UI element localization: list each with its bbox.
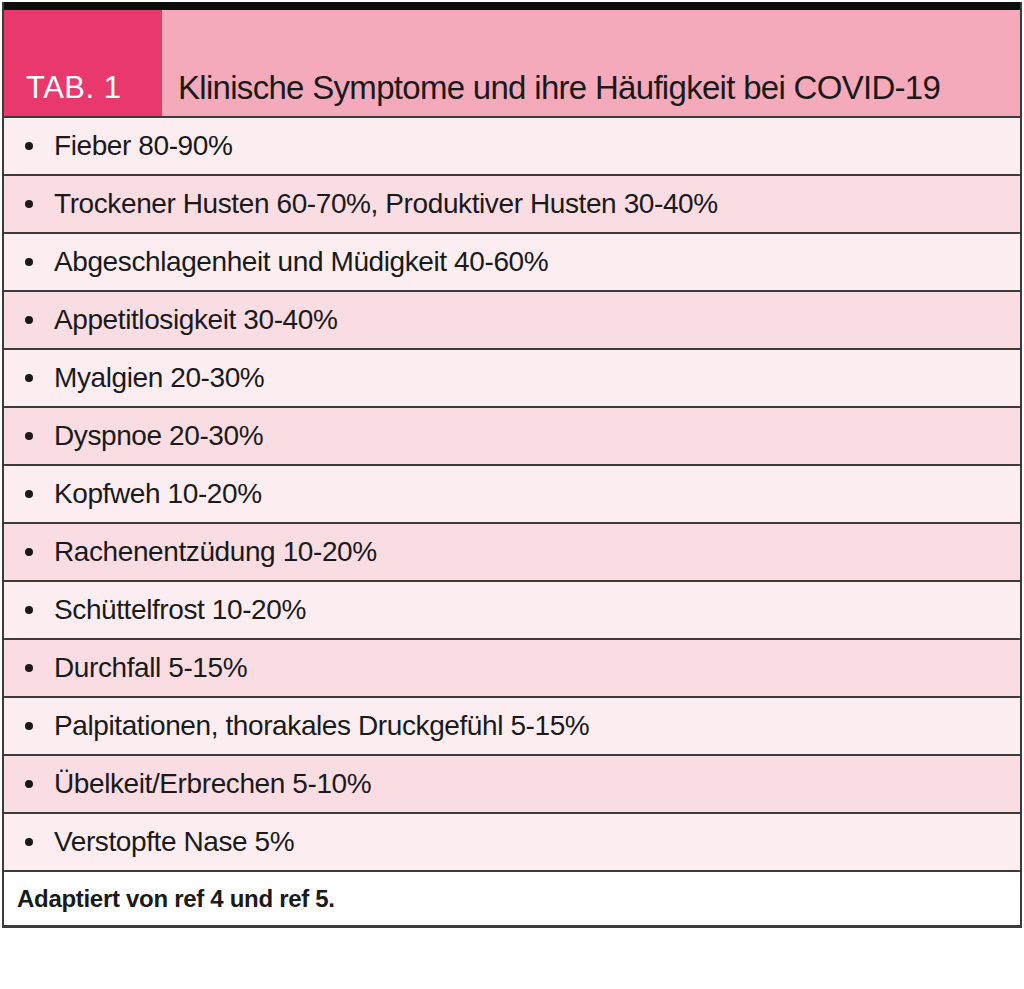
table-row: Durchfall 5-15%	[4, 638, 1020, 696]
row-label: Myalgien 20-30%	[54, 362, 264, 394]
table-row: Appetitlosigkeit 30-40%	[4, 290, 1020, 348]
table-footnote: Adaptiert von ref 4 und ref 5.	[4, 870, 1020, 925]
bullet-icon	[25, 316, 33, 324]
row-label: Übelkeit/Erbrechen 5-10%	[54, 768, 371, 800]
table-row: Schüttelfrost 10-20%	[4, 580, 1020, 638]
bullet-icon	[25, 838, 33, 846]
row-label: Dyspnoe 20-30%	[54, 420, 263, 452]
symptom-rows: Fieber 80-90% Trockener Husten 60-70%, P…	[4, 116, 1020, 870]
bullet-icon	[25, 374, 33, 382]
table-title-box: Klinische Symptome und ihre Häufigkeit b…	[162, 10, 1020, 116]
row-label: Rachenentzüdung 10-20%	[54, 536, 377, 568]
table-top-bar	[4, 2, 1020, 10]
row-label: Abgeschlagenheit und Müdigkeit 40-60%	[54, 246, 548, 278]
bullet-icon	[25, 722, 33, 730]
table-tag-label: TAB. 1	[26, 72, 121, 103]
table-tag-box: TAB. 1	[4, 10, 162, 116]
symptom-table: TAB. 1 Klinische Symptome und ihre Häufi…	[2, 2, 1022, 928]
table-title: Klinische Symptome und ihre Häufigkeit b…	[178, 71, 940, 104]
row-label: Verstopfte Nase 5%	[54, 826, 294, 858]
table-row: Rachenentzüdung 10-20%	[4, 522, 1020, 580]
table-row: Fieber 80-90%	[4, 116, 1020, 174]
table-row: Dyspnoe 20-30%	[4, 406, 1020, 464]
table-header: TAB. 1 Klinische Symptome und ihre Häufi…	[4, 10, 1020, 116]
table-row: Übelkeit/Erbrechen 5-10%	[4, 754, 1020, 812]
bullet-icon	[25, 258, 33, 266]
bullet-icon	[25, 548, 33, 556]
bullet-icon	[25, 780, 33, 788]
bullet-icon	[25, 142, 33, 150]
table-row: Kopfweh 10-20%	[4, 464, 1020, 522]
bullet-icon	[25, 664, 33, 672]
row-label: Appetitlosigkeit 30-40%	[54, 304, 337, 336]
table-row: Myalgien 20-30%	[4, 348, 1020, 406]
row-label: Schüttelfrost 10-20%	[54, 594, 306, 626]
table-row: Verstopfte Nase 5%	[4, 812, 1020, 870]
bullet-icon	[25, 606, 33, 614]
bullet-icon	[25, 200, 33, 208]
table-row: Abgeschlagenheit und Müdigkeit 40-60%	[4, 232, 1020, 290]
table-row: Trockener Husten 60-70%, Produktiver Hus…	[4, 174, 1020, 232]
row-label: Trockener Husten 60-70%, Produktiver Hus…	[54, 188, 718, 220]
row-label: Kopfweh 10-20%	[54, 478, 262, 510]
footnote-label: Adaptiert von ref 4 und ref 5.	[17, 885, 335, 913]
bullet-icon	[25, 490, 33, 498]
table-row: Palpitationen, thorakales Druckgefühl 5-…	[4, 696, 1020, 754]
row-label: Durchfall 5-15%	[54, 652, 247, 684]
row-label: Palpitationen, thorakales Druckgefühl 5-…	[54, 710, 589, 742]
bullet-icon	[25, 432, 33, 440]
row-label: Fieber 80-90%	[54, 130, 232, 162]
